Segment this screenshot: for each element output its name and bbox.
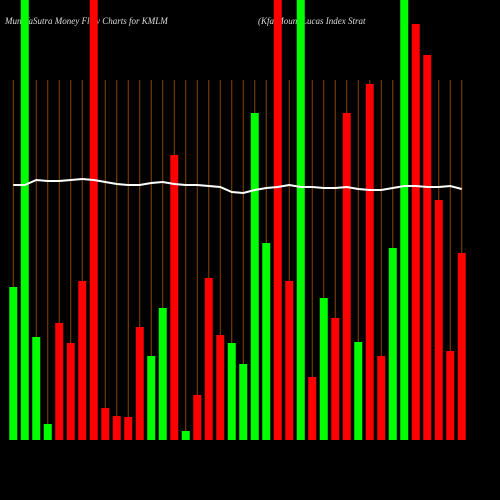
bar: [135, 327, 144, 440]
bar: [101, 408, 110, 440]
bar: [239, 364, 248, 440]
bar: [124, 417, 133, 440]
bar: [55, 323, 64, 440]
bar: [331, 318, 340, 440]
bar: [377, 356, 386, 440]
bar: [181, 431, 190, 440]
bar: [388, 248, 397, 440]
bar: [43, 424, 52, 440]
bar: [434, 200, 443, 440]
bar: [457, 253, 466, 440]
bar: [308, 377, 317, 440]
bar: [193, 395, 202, 440]
bar: [273, 0, 282, 440]
bar: [32, 337, 41, 440]
bar: [112, 416, 121, 440]
bar: [89, 0, 98, 440]
bar: [20, 0, 29, 440]
bar: [411, 24, 420, 440]
bar: [296, 0, 305, 440]
bar: [319, 298, 328, 440]
bar: [342, 113, 351, 440]
bar: [170, 155, 179, 440]
bar: [158, 308, 167, 440]
chart-title: MunafaSutra Money Flow Charts for KMLM: [4, 16, 168, 26]
chart-subtitle: (Kfa Mount Lucas Index Strat: [258, 16, 366, 26]
bar: [66, 343, 75, 440]
money-flow-line: [13, 177, 463, 195]
bar: [446, 351, 455, 440]
bar: [285, 281, 294, 440]
bar: [423, 55, 432, 440]
bar: [400, 0, 409, 440]
bar: [147, 356, 156, 440]
bar: [78, 281, 87, 440]
bar: [216, 335, 225, 440]
bar: [204, 278, 213, 440]
bar: [354, 342, 363, 440]
bar: [250, 113, 259, 440]
bar: [365, 84, 374, 440]
bar: [9, 287, 18, 440]
bar: [227, 343, 236, 440]
bar: [262, 243, 271, 440]
